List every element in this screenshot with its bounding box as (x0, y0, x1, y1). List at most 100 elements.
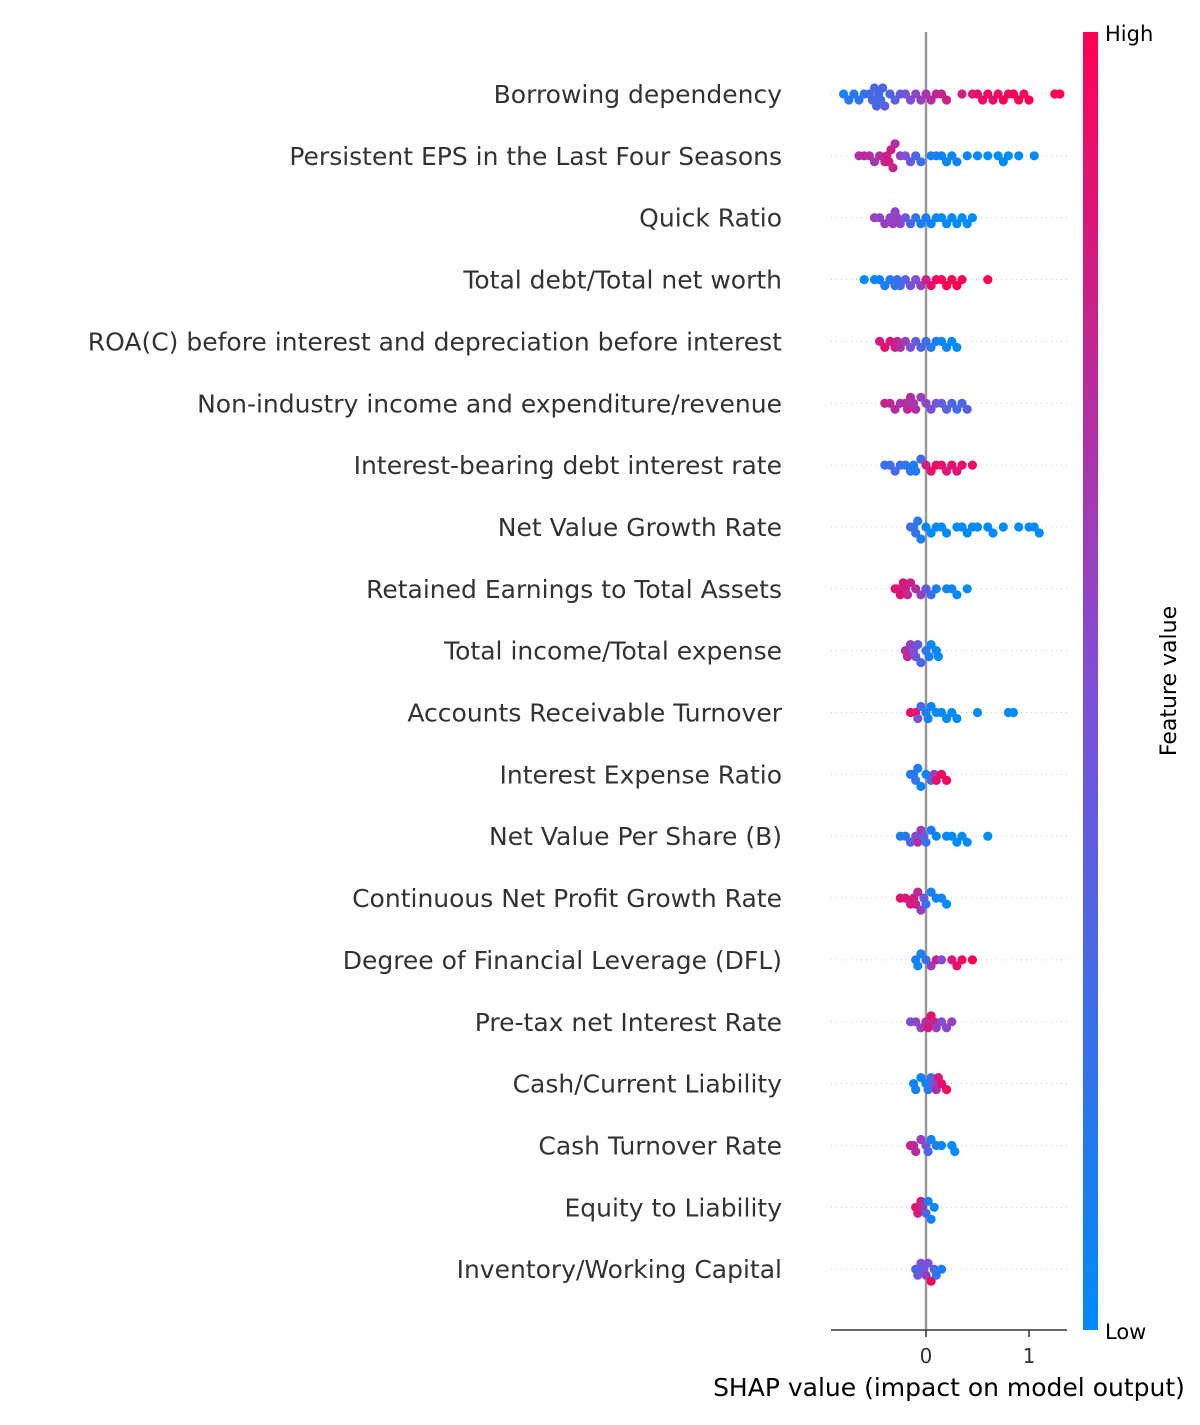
shap-dot (913, 1270, 923, 1280)
shap-dot (905, 95, 916, 105)
shap-dot (911, 404, 921, 414)
shap-dot (947, 151, 957, 161)
feature-label-interest-bearing-debt-interest-rate: Interest-bearing debt interest rate (354, 451, 782, 480)
shap-dot (962, 219, 972, 229)
shap-dot (1003, 151, 1014, 161)
feature-label-non-industry-income-and-expenditure-revenue: Non-industry income and expenditure/reve… (197, 389, 782, 418)
feature-label-cash-turnover-rate: Cash Turnover Rate (538, 1131, 782, 1160)
shap-dot (1024, 95, 1034, 105)
shap-dot (957, 831, 967, 841)
shap-dot (957, 460, 967, 470)
shap-dot (936, 275, 947, 285)
shap-dot (885, 275, 895, 285)
shap-dot (936, 89, 947, 99)
shap-dot (916, 701, 926, 712)
shap-dot (1029, 522, 1039, 532)
shap-dot (1055, 89, 1065, 99)
shap-dot (942, 281, 952, 291)
shap-dot (921, 89, 931, 99)
shap-dot (936, 522, 947, 532)
shap-dot (911, 89, 921, 99)
feature-label-accounts-receivable-turnover: Accounts Receivable Turnover (407, 699, 782, 728)
shap-dot (950, 1146, 960, 1157)
shap-dot (952, 342, 962, 352)
shap-dot (972, 89, 983, 99)
shap-dot (902, 652, 913, 662)
shap-dot (911, 275, 921, 285)
x-tick-label: 0 (920, 1344, 933, 1368)
shap-dot (962, 528, 972, 538)
shap-dot (916, 157, 926, 167)
shap-dot (859, 275, 869, 285)
shap-dot (875, 275, 885, 285)
shap-dot (952, 590, 962, 600)
feature-label-retained-earnings-to-total-assets: Retained Earnings to Total Assets (366, 575, 782, 604)
shap-dot (936, 769, 947, 780)
shap-dot (913, 961, 923, 971)
shap-dot (962, 584, 972, 594)
shap-dot (900, 893, 911, 903)
shap-dot (913, 887, 923, 897)
shap-dot (875, 213, 885, 223)
shap-dot (900, 460, 911, 470)
shap-dot (952, 961, 962, 971)
shap-dot (902, 404, 913, 414)
shap-dot (890, 139, 900, 149)
shap-dot (916, 95, 926, 105)
shap-dot (942, 775, 952, 786)
shap-dot (869, 157, 880, 167)
shap-dot (1014, 522, 1024, 532)
shap-dot (890, 95, 900, 105)
shap-dot (890, 404, 900, 414)
shap-dot (962, 837, 972, 847)
shap-dot (911, 213, 921, 223)
shap-dot (900, 213, 911, 223)
shap-dot (942, 1023, 952, 1033)
colorbar-high-label: High (1105, 22, 1153, 46)
shap-dot (921, 1208, 931, 1218)
shap-dot (921, 837, 931, 847)
shap-dot (913, 516, 923, 526)
shap-dot (921, 336, 931, 346)
shap-dot (952, 281, 962, 291)
shap-dot (983, 151, 993, 161)
feature-label-cash-current-liability: Cash/Current Liability (513, 1070, 783, 1099)
shap-dot (895, 281, 905, 291)
shap-dot (952, 157, 962, 167)
shap-dot (942, 404, 952, 414)
shap-dot (947, 831, 957, 841)
shap-dot (931, 775, 941, 786)
shap-dot (913, 713, 923, 724)
shap-dot (916, 905, 926, 915)
shap-dot (1008, 89, 1019, 99)
x-tick-label: 1 (1023, 1344, 1036, 1368)
shap-dot (911, 528, 921, 538)
shap-dot (905, 219, 916, 229)
shap-dot (921, 1270, 931, 1280)
shap-dot (916, 342, 926, 352)
shap-dot (967, 213, 978, 223)
shap-dot (993, 151, 1003, 161)
shap-dot (962, 404, 972, 414)
shap-dot (957, 398, 967, 408)
shap-dot (942, 713, 952, 724)
shap-dot (900, 89, 911, 99)
shap-dot (880, 101, 890, 111)
shap-dot (931, 1023, 941, 1033)
shap-dot (936, 1017, 947, 1027)
shap-dot (947, 584, 957, 594)
shap-dot (967, 460, 978, 470)
shap-dot (936, 1079, 947, 1089)
shap-dot (926, 466, 936, 476)
shap-dot (926, 342, 936, 352)
shap-dot (1029, 151, 1039, 161)
shap-dot (900, 831, 911, 841)
shap-dot (878, 83, 888, 93)
feature-rows: Borrowing dependency Persistent EPS in th… (88, 80, 1067, 1284)
shap-dot (921, 584, 931, 594)
x-axis-title: SHAP value (impact on model output) (713, 1373, 1185, 1402)
shap-dot (880, 281, 890, 291)
feature-label-persistent-eps-in-the-last-four-seasons: Persistent EPS in the Last Four Seasons (289, 142, 782, 171)
shap-dot (1014, 151, 1024, 161)
